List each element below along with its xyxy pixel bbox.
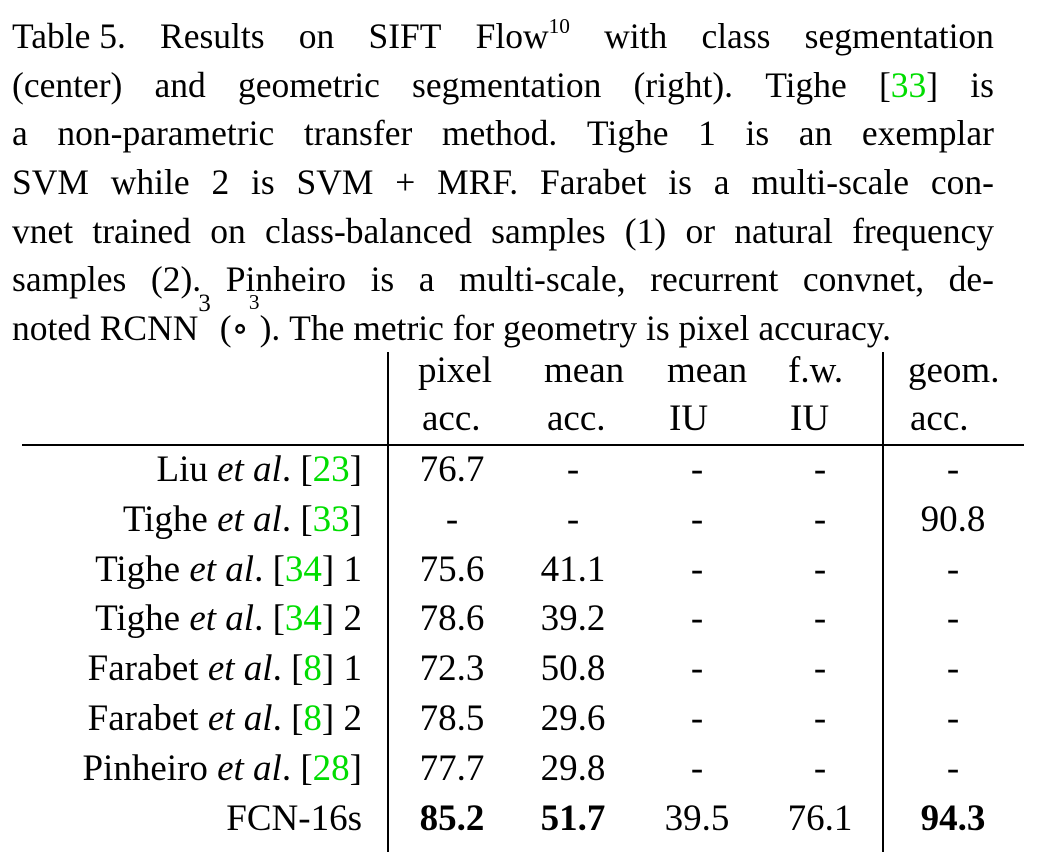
citation-link[interactable]: 33 [890, 64, 927, 105]
header-acc: acc. [422, 398, 481, 439]
table-cell: 39.5 [664, 797, 730, 839]
caption-line-1: Table 5. Results on SIFT Flow10 with cla… [12, 12, 994, 61]
citation-link[interactable]: 34 [284, 598, 322, 640]
table-cell: - [946, 548, 960, 590]
table-caption: Table 5. Results on SIFT Flow10 with cla… [12, 12, 994, 353]
caption-line-4: SVM while 2 is SVM + MRF. Farabet is a m… [12, 162, 994, 203]
citation-link[interactable]: 8 [303, 648, 322, 690]
table-cell: - [690, 698, 704, 739]
method-column-divider [387, 352, 389, 852]
table-cell: - [690, 598, 704, 640]
citation-link[interactable]: 34 [284, 548, 322, 590]
table-cell: - [566, 449, 580, 490]
caption-line-7: noted RCNN 3 (∘ 3). The metric for geometr… [12, 291, 994, 353]
caption-line-5: vnet trained on class-balanced samples (… [12, 210, 994, 251]
table-cell: 76.7 [419, 449, 485, 490]
row-label: Farabet et al. [8] 1 [87, 648, 362, 690]
row-label: FCN-16s [226, 797, 362, 839]
table-cell: - [813, 548, 827, 590]
table-cell: - [813, 449, 827, 490]
row-label: Farabet et al. [8] 2 [87, 698, 362, 739]
footnote-marker[interactable]: 10 [548, 14, 570, 39]
citation-link[interactable]: 28 [312, 747, 350, 789]
table-cell: - [690, 648, 704, 690]
citation-link[interactable]: 8 [303, 698, 322, 739]
row-label: Pinheiro et al. [28] [82, 747, 362, 789]
header-mean: mean [544, 350, 625, 391]
table-cell: 51.7 [540, 797, 606, 839]
table-cell: - [946, 747, 960, 789]
table-cell: 41.1 [540, 548, 606, 590]
header-iu-2: IU [790, 398, 830, 439]
table-cell: - [690, 548, 704, 590]
table-cell: 72.3 [419, 648, 485, 690]
table-cell: - [690, 747, 704, 789]
table-cell: 78.5 [419, 698, 485, 739]
header-pixel: pixel [418, 350, 492, 391]
table-cell: 76.1 [787, 797, 853, 839]
caption-line-3: a non-parametric transfer method. Tighe … [12, 113, 994, 154]
table-cell: 77.7 [419, 747, 485, 789]
header-acc-3: acc. [910, 398, 969, 439]
header-iu: IU [669, 398, 709, 439]
table-cell: 85.2 [419, 797, 485, 839]
row-label: Tighe et al. [34] 1 [95, 548, 362, 590]
table-cell: - [813, 498, 827, 540]
header-mean-iu: mean [667, 350, 748, 391]
table-cell: 29.6 [540, 698, 606, 739]
row-label: Tighe et al. [34] 2 [95, 598, 362, 640]
table-cell: - [946, 598, 960, 640]
table-cell: - [813, 648, 827, 690]
table-cell: - [813, 698, 827, 739]
table-cell: 78.6 [419, 598, 485, 640]
table-cell: - [690, 498, 704, 540]
table-cell: - [946, 449, 960, 490]
table-cell: 90.8 [920, 498, 986, 540]
table-cell: - [690, 449, 704, 490]
table-cell: 39.2 [540, 598, 606, 640]
table-cell: 75.6 [419, 548, 485, 590]
table-cell: 50.8 [540, 648, 606, 690]
citation-link[interactable]: 33 [312, 498, 350, 540]
header-rule [22, 444, 1024, 446]
header-acc-2: acc. [547, 398, 606, 439]
header-geom: geom. [908, 350, 1000, 391]
table-cell: - [445, 498, 459, 540]
caption-line-2: (center) and geometric segmentation (rig… [12, 64, 994, 105]
citation-link[interactable]: 23 [312, 449, 350, 490]
header-fw: f.w. [788, 350, 844, 391]
table-cell: - [566, 498, 580, 540]
table-cell: - [813, 747, 827, 789]
table-cell: - [946, 648, 960, 690]
geometry-column-divider [882, 352, 884, 852]
table-cell: 94.3 [920, 797, 986, 839]
row-label: Liu et al. [23] [156, 449, 362, 490]
table-cell: - [813, 598, 827, 640]
table-cell: - [946, 698, 960, 739]
caption-line-6: samples (2). Pinheiro is a multi-scale, … [12, 259, 994, 300]
row-label: Tighe et al. [33] [122, 498, 362, 540]
caption-table-number: Table 5. [12, 16, 126, 56]
table-cell: 29.8 [540, 747, 606, 789]
rcnn-label: RCNN [99, 308, 199, 349]
